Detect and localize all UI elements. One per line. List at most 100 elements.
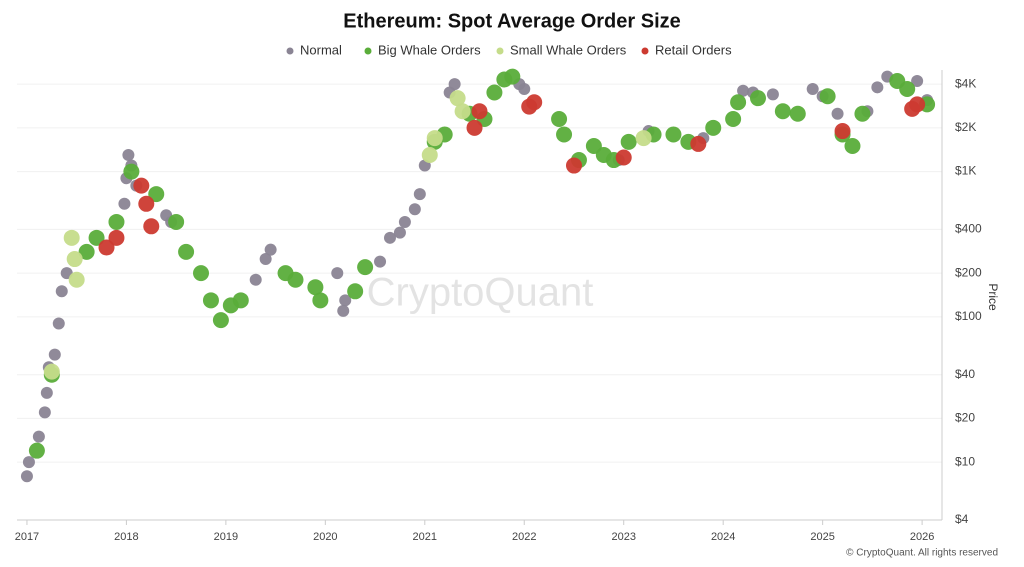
data-point: [426, 130, 443, 147]
legend-label: Small Whale Orders: [510, 42, 627, 57]
y-tick-label: $40: [955, 367, 975, 381]
data-point: [193, 265, 210, 282]
data-point: [398, 215, 411, 228]
x-tick-label: 2025: [810, 531, 834, 543]
data-point: [249, 273, 262, 286]
data-point: [383, 231, 396, 244]
data-point: [55, 285, 68, 298]
data-point: [123, 163, 140, 180]
x-tick-label: 2021: [413, 531, 437, 543]
y-tick-label: $20: [955, 411, 975, 425]
data-point: [212, 312, 229, 329]
watermark: CryptoQuant: [367, 271, 594, 315]
data-point: [730, 94, 747, 111]
data-point: [259, 253, 272, 266]
data-point: [88, 229, 105, 246]
data-point: [854, 105, 871, 122]
x-tick-label: 2023: [611, 531, 635, 543]
x-tick-label: 2024: [711, 531, 735, 543]
chart-title: Ethereum: Spot Average Order Size: [343, 10, 681, 32]
data-point: [22, 456, 35, 469]
data-point: [454, 103, 471, 120]
data-point: [620, 133, 637, 150]
data-point: [551, 111, 568, 128]
y-tick-label: $200: [955, 265, 982, 279]
data-point: [118, 197, 131, 210]
data-point: [408, 203, 421, 216]
data-point: [486, 84, 503, 101]
data-point: [40, 386, 53, 399]
data-point: [43, 363, 60, 380]
data-point: [331, 267, 344, 280]
data-point: [357, 259, 374, 276]
data-point: [337, 304, 350, 317]
data-point: [834, 123, 851, 140]
data-point: [471, 103, 488, 120]
data-point: [737, 84, 750, 97]
data-point: [819, 88, 836, 105]
legend-marker: [641, 47, 649, 55]
x-tick-label: 2020: [313, 531, 337, 543]
x-tick-label: 2022: [512, 531, 536, 543]
data-point: [556, 126, 573, 143]
credit: © CryptoQuant. All rights reserved: [846, 548, 998, 559]
y-tick-label: $1K: [955, 164, 976, 178]
data-point: [565, 157, 582, 174]
data-point: [38, 406, 51, 419]
data-point: [725, 111, 742, 128]
data-point: [806, 83, 819, 96]
data-point: [705, 119, 722, 136]
data-point: [466, 119, 483, 136]
data-point: [202, 292, 219, 309]
data-point: [108, 229, 125, 246]
x-tick-label: 2026: [910, 531, 934, 543]
data-point: [232, 292, 249, 309]
data-point: [374, 255, 387, 268]
y-tick-label: $10: [955, 454, 975, 468]
data-point: [78, 243, 95, 260]
data-point: [526, 94, 543, 111]
data-point: [635, 130, 652, 147]
data-point: [68, 271, 85, 288]
data-point: [148, 186, 165, 203]
legend-marker: [364, 47, 372, 55]
data-point: [287, 271, 304, 288]
data-point: [133, 177, 150, 194]
x-tick-label: 2017: [15, 531, 39, 543]
y-tick-label: $4K: [955, 76, 976, 90]
y-tick-label: $4: [955, 512, 969, 526]
data-point: [448, 78, 461, 91]
data-point: [774, 103, 791, 120]
data-point: [98, 239, 115, 256]
data-point: [749, 90, 766, 107]
data-point: [789, 105, 806, 122]
data-point: [347, 283, 364, 300]
data-point: [690, 135, 707, 152]
data-point: [911, 75, 924, 88]
data-point: [143, 218, 160, 235]
legend-marker: [496, 47, 504, 55]
data-point: [20, 470, 33, 483]
data-point: [28, 442, 45, 459]
data-point: [32, 430, 45, 443]
y-axis-label: Price: [986, 283, 1000, 311]
data-point: [312, 292, 329, 309]
y-tick-label: $400: [955, 222, 982, 236]
data-point: [138, 195, 155, 212]
y-tick-label: $100: [955, 309, 982, 323]
data-point: [831, 107, 844, 120]
data-point: [108, 213, 125, 230]
y-tick-label: $2K: [955, 120, 976, 134]
data-point: [899, 81, 916, 98]
data-point: [122, 149, 135, 162]
data-point: [63, 229, 80, 246]
data-point: [178, 243, 195, 260]
data-point: [844, 137, 861, 154]
data-point: [168, 213, 185, 230]
data-point: [264, 243, 277, 256]
data-point: [339, 294, 352, 307]
legend-label: Normal: [300, 42, 342, 57]
data-point: [871, 81, 884, 94]
data-point: [449, 90, 466, 107]
